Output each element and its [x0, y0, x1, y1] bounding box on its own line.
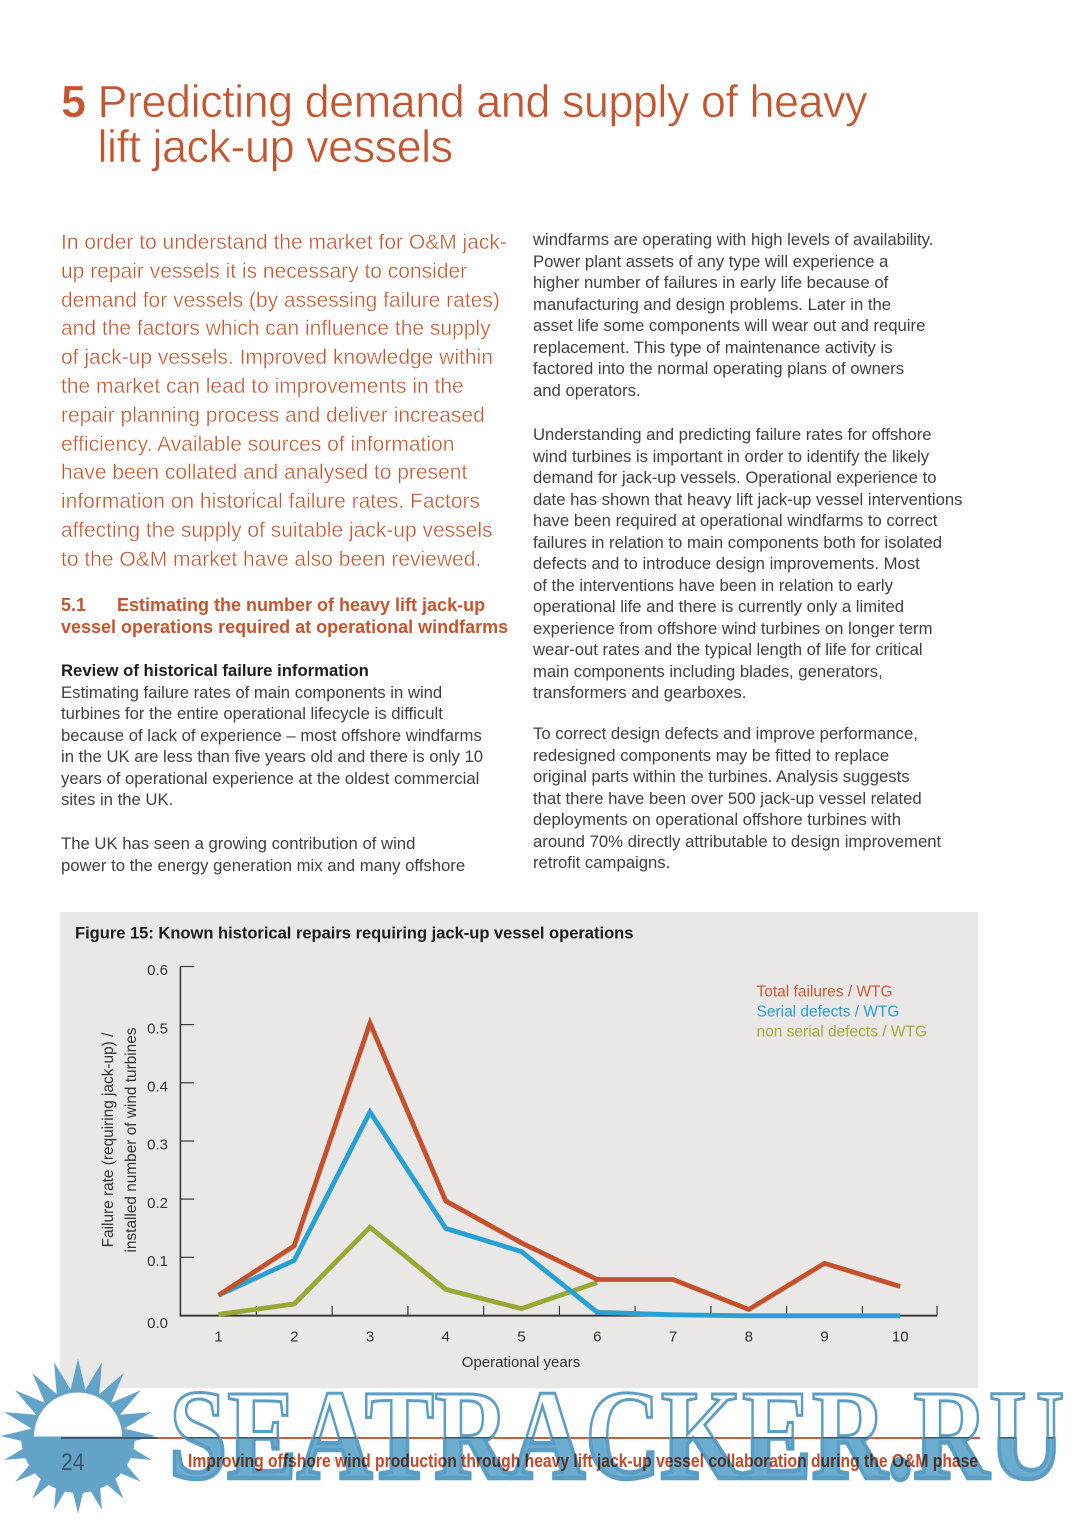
svg-text:2: 2 [290, 1329, 298, 1346]
svg-text:0.5: 0.5 [147, 1020, 168, 1037]
svg-text:0.2: 0.2 [147, 1195, 168, 1212]
svg-text:Figure 15: Known historical re: Figure 15: Known historical repairs requ… [75, 925, 633, 943]
svg-text:7: 7 [669, 1329, 677, 1346]
svg-text:0.4: 0.4 [147, 1079, 168, 1096]
svg-text:Serial defects / WTG: Serial defects / WTG [757, 1003, 900, 1020]
svg-text:installed number of wind turbi: installed number of wind turbines [123, 1027, 140, 1252]
svg-text:0.3: 0.3 [147, 1137, 168, 1154]
svg-text:9: 9 [820, 1329, 828, 1346]
svg-text:3: 3 [366, 1329, 374, 1346]
svg-text:1: 1 [214, 1329, 222, 1346]
svg-text:Operational years: Operational years [462, 1354, 580, 1371]
svg-text:4: 4 [442, 1329, 450, 1346]
svg-text:0.6: 0.6 [147, 962, 168, 979]
svg-text:Failure rate (requiring jack-u: Failure rate (requiring jack-up) / [100, 1032, 117, 1247]
svg-text:non serial defects / WTG: non serial defects / WTG [757, 1023, 928, 1040]
svg-text:0.0: 0.0 [147, 1315, 168, 1332]
svg-text:Total failures / WTG: Total failures / WTG [757, 983, 893, 1000]
svg-text:8: 8 [745, 1329, 753, 1346]
svg-text:0.1: 0.1 [147, 1253, 168, 1270]
svg-text:5: 5 [517, 1329, 525, 1346]
svg-text:6: 6 [593, 1329, 601, 1346]
svg-text:10: 10 [892, 1329, 909, 1346]
